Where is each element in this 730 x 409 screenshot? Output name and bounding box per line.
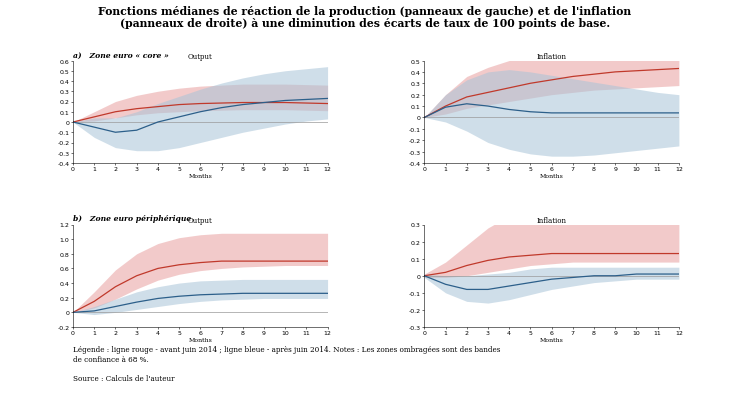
Title: Output: Output <box>188 53 212 61</box>
Text: a)   Zone euro « core »: a) Zone euro « core » <box>73 51 169 59</box>
X-axis label: Months: Months <box>539 337 564 342</box>
Text: b)   Zone euro périphérique: b) Zone euro périphérique <box>73 215 191 223</box>
X-axis label: Months: Months <box>539 173 564 178</box>
X-axis label: Months: Months <box>188 337 212 342</box>
X-axis label: Months: Months <box>188 173 212 178</box>
Title: Inflation: Inflation <box>537 53 566 61</box>
Text: Légende : ligne rouge - avant juin 2014 ; ligne bleue - après juin 2014. Notes :: Légende : ligne rouge - avant juin 2014 … <box>73 346 500 363</box>
Text: (panneaux de droite) à une diminution des écarts de taux de 100 points de base.: (panneaux de droite) à une diminution de… <box>120 18 610 29</box>
Text: Fonctions médianes de réaction de la production (panneaux de gauche) et de l'inf: Fonctions médianes de réaction de la pro… <box>99 6 631 17</box>
Text: Source : Calculs de l'auteur: Source : Calculs de l'auteur <box>73 374 174 382</box>
Title: Output: Output <box>188 216 212 224</box>
Title: Inflation: Inflation <box>537 216 566 224</box>
